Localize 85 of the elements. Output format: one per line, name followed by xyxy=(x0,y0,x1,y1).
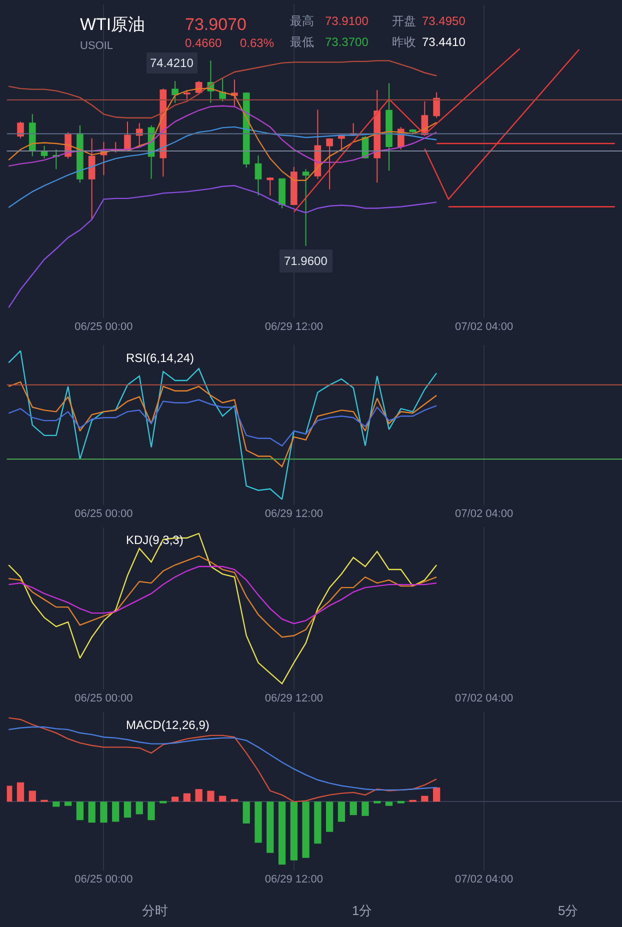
bar xyxy=(242,802,250,824)
bar xyxy=(432,787,440,802)
candlestick xyxy=(76,124,84,184)
bar xyxy=(421,796,428,802)
chart-title: RSI(6,14,24) xyxy=(126,351,194,365)
annotation: 71.9600 xyxy=(284,254,328,268)
bar xyxy=(397,800,404,804)
bar xyxy=(266,802,274,853)
candlestick xyxy=(136,122,143,146)
x-tick-label: 07/02 04:00 xyxy=(455,320,514,333)
bar xyxy=(207,790,214,802)
candlestick xyxy=(124,121,131,152)
bar xyxy=(100,802,108,823)
candlestick xyxy=(266,176,274,196)
candlestick xyxy=(302,168,310,246)
bar xyxy=(326,802,334,832)
bar xyxy=(148,802,155,820)
bar xyxy=(6,786,12,802)
candlestick xyxy=(219,78,226,102)
candlestick xyxy=(17,121,24,139)
text: 0.4660 xyxy=(185,36,222,50)
bar xyxy=(64,802,72,806)
text: WTI原油 xyxy=(80,15,146,34)
bar xyxy=(230,799,238,802)
text: 0.63% xyxy=(240,36,274,50)
x-tick-label: 06/25 00:00 xyxy=(74,320,133,333)
candlestick xyxy=(254,155,262,196)
candlestick xyxy=(374,90,381,184)
bar xyxy=(124,802,132,818)
x-tick-label: 06/25 00:00 xyxy=(74,508,133,520)
bar xyxy=(171,796,179,802)
bar xyxy=(195,789,202,802)
bar xyxy=(362,802,369,816)
candlestick xyxy=(88,138,96,220)
text: 分时 xyxy=(142,903,168,918)
text: 73.3700 xyxy=(325,35,369,49)
x-tick-label: 07/02 04:00 xyxy=(455,692,514,705)
candlestick xyxy=(326,138,333,190)
text: 73.4410 xyxy=(422,35,466,49)
bar xyxy=(136,802,143,814)
x-tick-label: 06/29 12:00 xyxy=(264,873,323,886)
candlestick xyxy=(52,149,60,170)
annotation: 74.4210 xyxy=(150,56,194,70)
bar xyxy=(160,800,167,804)
bar xyxy=(219,796,226,802)
text: 73.4950 xyxy=(422,14,466,28)
text: 1分 xyxy=(352,903,372,918)
x-tick-label: 07/02 04:00 xyxy=(455,508,514,520)
chart-title: MACD(12,26,9) xyxy=(126,718,210,732)
bar xyxy=(290,802,298,860)
bar xyxy=(350,802,357,816)
candlestick xyxy=(433,92,440,118)
text: 最高 xyxy=(290,14,314,28)
bar xyxy=(76,802,84,820)
bar xyxy=(385,802,393,806)
text: 开盘 xyxy=(392,14,416,28)
bar xyxy=(314,802,322,844)
bar xyxy=(28,790,36,802)
bar xyxy=(52,802,60,807)
x-tick-label: 06/29 12:00 xyxy=(264,320,323,333)
x-tick-label: 06/25 00:00 xyxy=(74,873,133,886)
x-tick-label: 06/29 12:00 xyxy=(264,692,323,705)
bar xyxy=(88,802,96,823)
candlestick xyxy=(386,82,392,172)
candlestick xyxy=(231,79,238,108)
candlestick xyxy=(290,166,298,205)
x-tick-label: 06/25 00:00 xyxy=(74,692,133,705)
bar xyxy=(112,802,120,822)
bar xyxy=(16,782,24,802)
bar xyxy=(278,802,286,865)
x-tick-label: 06/29 12:00 xyxy=(264,508,323,520)
candlestick xyxy=(172,80,178,104)
text: 最低 xyxy=(290,35,314,49)
bar xyxy=(302,802,310,858)
bar xyxy=(183,793,190,802)
x-tick-label: 07/02 04:00 xyxy=(455,873,514,886)
text: 昨收 xyxy=(392,35,416,49)
bar xyxy=(254,802,262,843)
bar xyxy=(338,802,346,822)
candlestick xyxy=(278,178,286,209)
text: 73.9100 xyxy=(325,14,369,28)
text: USOIL xyxy=(80,40,114,52)
bar xyxy=(374,800,381,804)
text: 73.9070 xyxy=(185,15,246,34)
text: 5分 xyxy=(558,903,578,918)
